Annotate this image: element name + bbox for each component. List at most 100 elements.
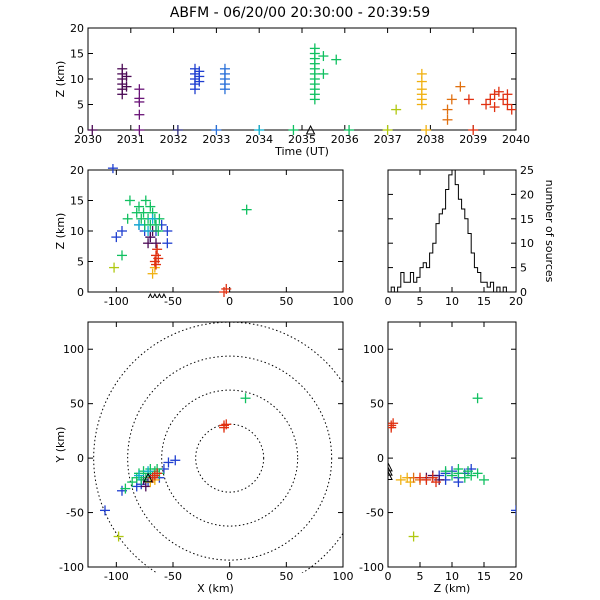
data-point [318, 68, 329, 79]
y-axis-label: Z (km) [54, 61, 67, 98]
station-triangle [147, 292, 153, 298]
x-tick-label: -100 [104, 295, 129, 308]
data-point [140, 481, 151, 492]
data-point [117, 250, 127, 261]
series [254, 125, 265, 135]
data-point [408, 531, 419, 542]
series [107, 164, 173, 249]
data-point [459, 472, 470, 483]
y-tick-label: 10 [70, 73, 84, 86]
range-ring [93, 321, 343, 573]
data-point [134, 109, 145, 120]
data-point [117, 63, 128, 74]
y-tick-label: 5 [77, 99, 84, 112]
series [147, 419, 232, 483]
data-point [453, 477, 464, 488]
series [408, 472, 425, 485]
data-point [143, 226, 154, 236]
x-tick-label: 2035 [288, 133, 316, 146]
x-tick-label: 2040 [502, 133, 530, 146]
x-tick-label: 100 [333, 295, 354, 308]
data-point [147, 472, 158, 483]
panel-frame [387, 321, 517, 568]
data-point [288, 125, 299, 135]
data-point [190, 63, 200, 74]
x-tick-label: 15 [477, 295, 491, 308]
series [109, 262, 120, 273]
series [408, 531, 419, 542]
plot-area [107, 164, 252, 298]
x-tick-label: 10 [445, 295, 459, 308]
series [100, 455, 181, 516]
x-tick-label: 2036 [331, 133, 359, 146]
data-point [121, 71, 132, 82]
data-point [145, 201, 156, 212]
range-ring [161, 389, 299, 527]
station-triangle [305, 124, 316, 135]
x-tick-label: 2037 [374, 133, 402, 146]
data-point [241, 204, 252, 215]
panel-x_y: -100 -50 0 50 100 -100 -50 0 50 100 X (km) Y (km) [54, 321, 354, 595]
x-axis-label: Time (UT) [274, 145, 329, 158]
range-ring [127, 355, 333, 561]
series [149, 244, 232, 297]
x-tick-label: -100 [104, 570, 129, 583]
data-point [138, 207, 149, 218]
y-axis-label: Z (km) [54, 213, 67, 250]
y-tick-label: 50 [70, 398, 84, 411]
data-point [240, 393, 251, 404]
series [211, 63, 230, 135]
series [88, 63, 132, 135]
series [120, 393, 251, 494]
data-point [134, 84, 145, 95]
data-point [111, 232, 122, 243]
data-point [511, 505, 516, 516]
series [117, 195, 252, 261]
panel-frame [87, 27, 517, 131]
histogram-line [388, 169, 516, 293]
x-tick-label: 5 [417, 295, 424, 308]
data-point [453, 464, 464, 474]
data-point [318, 51, 329, 62]
data-point [109, 262, 120, 273]
x-tick-label: 0 [385, 295, 392, 308]
data-point [162, 226, 173, 236]
data-point [466, 470, 477, 481]
plot-area [388, 169, 516, 293]
data-point [502, 89, 513, 100]
y-tick-label: 20 [70, 22, 84, 35]
y-tick-label: -50 [66, 507, 84, 520]
y-axis-label: number of sources [543, 180, 556, 283]
y-tick-label: 15 [70, 48, 84, 61]
station-triangle [388, 466, 393, 476]
data-point [153, 226, 164, 236]
data-point [416, 68, 427, 79]
data-point [485, 94, 496, 105]
station-triangle [388, 470, 393, 481]
x-tick-label: 2033 [202, 133, 230, 146]
data-point [440, 466, 451, 477]
data-point [121, 81, 132, 92]
y-tick-label: 0 [377, 452, 384, 465]
series [416, 68, 432, 135]
y-tick-label: 5 [520, 262, 527, 275]
data-point [134, 201, 144, 212]
data-point [134, 470, 144, 481]
data-point [147, 268, 158, 279]
data-point [502, 99, 513, 110]
y-tick-label: 0 [77, 124, 84, 137]
data-point [219, 63, 230, 74]
data-point [140, 195, 151, 206]
panel-x_z: -100 -50 0 50 100 0 5 10 15 20 Z (km) [54, 164, 354, 308]
data-point [506, 104, 516, 115]
data-point [149, 470, 160, 481]
data-point [152, 244, 163, 255]
x-tick-label: -50 [164, 295, 182, 308]
data-point [463, 94, 474, 105]
y-tick-label: 0 [77, 286, 84, 299]
data-point [88, 125, 98, 135]
data-point [131, 472, 142, 483]
data-point [479, 474, 489, 485]
station-triangle [152, 292, 158, 298]
data-point [309, 43, 320, 54]
